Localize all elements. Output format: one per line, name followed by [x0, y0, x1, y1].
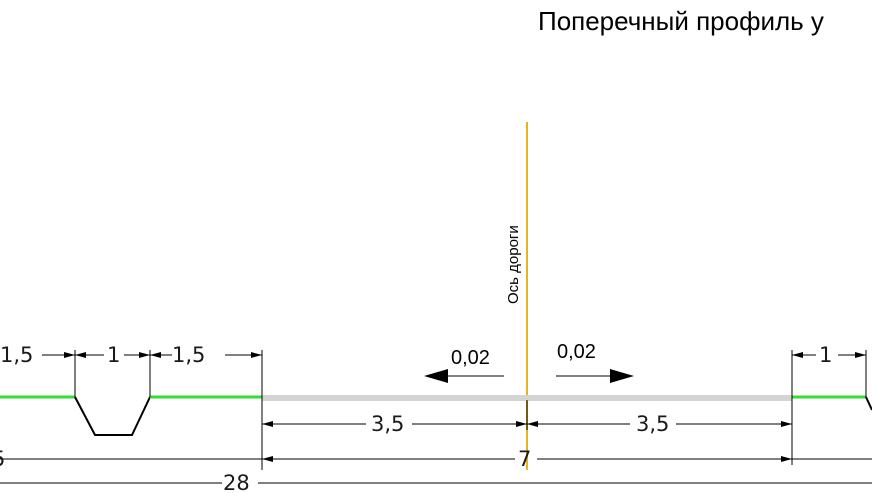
carriageway-dimension-row: 5 7: [0, 447, 872, 471]
right-slope-arrow-icon: [610, 369, 634, 383]
dimension-arrow-icon: [781, 456, 792, 462]
dimension-arrow-icon: [855, 352, 866, 358]
lane-dimension-row: 3,5 3,5: [262, 400, 792, 436]
dim-lane-left: 3,5: [371, 412, 404, 436]
dimension-arrow-icon: [150, 352, 161, 358]
right-slope-indicator: 0,02: [556, 341, 634, 383]
dimension-arrow-icon: [527, 421, 538, 427]
dimension-arrow-icon: [516, 421, 527, 427]
dimension-arrow-icon: [251, 352, 262, 358]
dim-left-shoulder-a: 1,5: [0, 343, 33, 367]
dimension-arrow-icon: [262, 456, 273, 462]
dim-left-shoulder-b: 1,5: [172, 343, 205, 367]
total-dimension-row: 28: [0, 471, 872, 493]
dim-lane-right: 3,5: [636, 412, 669, 436]
right-ditch-slope: [865, 396, 872, 411]
dim-carriageway: 7: [518, 447, 531, 471]
dimension-arrow-icon: [75, 352, 86, 358]
left-slope-indicator: 0,02: [424, 347, 504, 383]
dimension-arrow-icon: [792, 352, 803, 358]
dimension-arrow-icon: [262, 421, 273, 427]
dimension-arrow-icon: [139, 352, 150, 358]
top-dimension-row: 1,5 1 1,5 1: [0, 343, 867, 397]
dim-ditch-bottom: 1: [107, 343, 120, 367]
left-slope-arrow-icon: [424, 369, 448, 383]
road-axis-label: Ось дороги: [505, 225, 522, 304]
dim-right-partial: 1: [819, 343, 832, 367]
dimension-arrow-icon: [781, 421, 792, 427]
road-profile: [0, 393, 872, 470]
dim-total: 28: [223, 471, 250, 493]
left-slope-label: 0,02: [451, 347, 490, 369]
dimension-arrow-icon: [64, 352, 75, 358]
left-ditch: [74, 396, 151, 436]
right-slope-label: 0,02: [557, 341, 596, 363]
drawing-title: Поперечный профиль у: [538, 6, 824, 36]
dim-left-partial: 5: [0, 447, 5, 471]
